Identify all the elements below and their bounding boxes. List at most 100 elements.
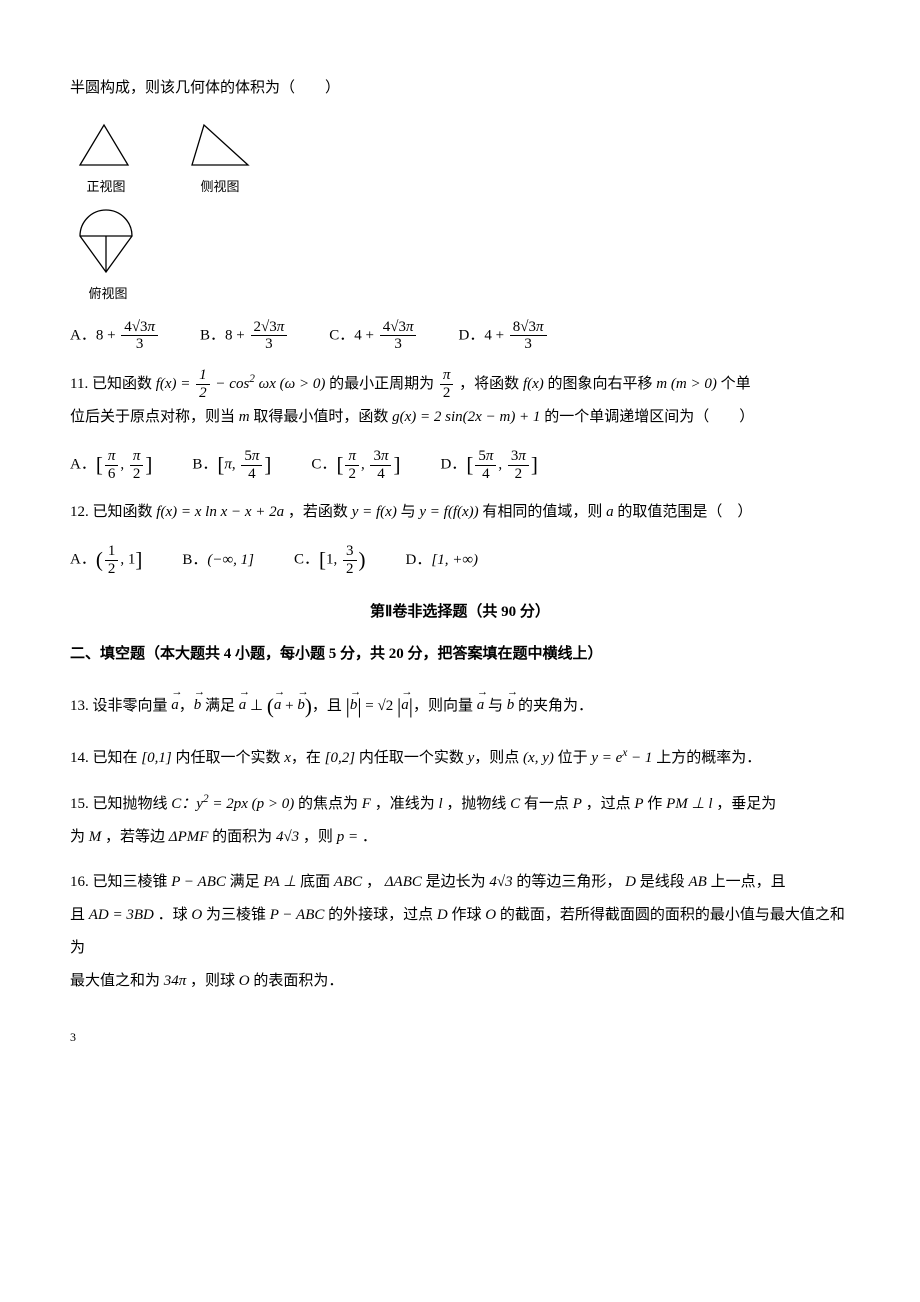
q11-m: m <box>239 409 250 425</box>
q16-abc: ABC <box>334 874 362 890</box>
q11-t4b: 个单 <box>721 376 751 392</box>
q16-t9: ．球 <box>158 907 188 923</box>
q12-a: a <box>606 504 614 520</box>
q15-M: M <box>89 829 102 845</box>
q12-t1: 12. 已知函数 <box>70 504 156 520</box>
q16-O3: O <box>239 973 250 989</box>
q16-len: 4√3 <box>489 874 512 890</box>
three-views-row: 正视图 侧视图 <box>70 117 850 198</box>
q11-fx: f(x) = 12 − cos2 ωx (ω > 0) <box>156 376 326 392</box>
q11-opt-c: C．[π2, 3π4] <box>311 448 400 482</box>
q16-ad: AD = 3BD <box>89 907 154 923</box>
side-view-block: 侧视图 <box>182 117 258 198</box>
front-triangle <box>80 125 128 165</box>
q15-t7: 作 <box>647 796 662 812</box>
q16-pab2: P − ABC <box>270 907 325 923</box>
q15-area: 4√3 <box>276 829 299 845</box>
q11-opt-b: B．[π, 5π4] <box>192 448 271 482</box>
q11-t4: 的图象向右平移 <box>548 376 653 392</box>
q11-t6: 取得最小值时，函数 <box>253 409 388 425</box>
q16-sum: 34π <box>164 973 187 989</box>
q15-p: p = <box>337 829 362 845</box>
q16-O2: O <box>485 907 496 923</box>
q10-opt-d: D．4 + 8√3π3 <box>458 319 548 353</box>
q16-ab: AB <box>689 874 707 890</box>
q12-stem: 12. 已知函数 f(x) = x ln x − x + 2a ，若函数 y =… <box>70 496 850 529</box>
q15-t1: 15. 已知抛物线 <box>70 796 168 812</box>
q16-pa: PA ⊥ <box>263 874 296 890</box>
front-view-block: 正视图 <box>70 117 142 198</box>
q16-pab: P − ABC <box>171 874 226 890</box>
q16-t5: 是边长为 <box>426 874 486 890</box>
q16-t1: 16. 已知三棱锥 <box>70 874 168 890</box>
q12-opt-b: B．(−∞, 1] <box>182 548 254 572</box>
q15: 15. 已知抛物线 C：y2 = 2px (p > 0) 的焦点为 F ，准线为… <box>70 787 850 854</box>
q15-t4: ，抛物线 <box>446 796 506 812</box>
q16-tri: ΔABC <box>385 874 422 890</box>
q16: 16. 已知三棱锥 P − ABC 满足 PA ⊥ 底面 ABC ， ΔABC … <box>70 866 850 998</box>
q11-t3: ，将函数 <box>459 376 519 392</box>
q15-t5: 有一点 <box>524 796 569 812</box>
top-view-block: 俯视图 <box>70 202 146 305</box>
q16-t15: 的表面积为． <box>253 973 343 989</box>
q16-t12: 作球 <box>451 907 481 923</box>
fill-header: 二、填空题（本大题共 4 小题，每小题 5 分，共 20 分，把答案填在题中横线… <box>70 638 850 671</box>
q15-tri: ΔPMF <box>169 829 209 845</box>
q10-opt-b: B．8 + 2√3π3 <box>200 319 289 353</box>
q11-fx2: f(x) <box>523 376 544 392</box>
q16-D: D <box>625 874 636 890</box>
side-view-svg <box>182 117 258 173</box>
front-view-label: 正视图 <box>70 177 142 198</box>
q15-C: C：y2 = 2px (p > 0) <box>171 796 294 812</box>
q15-t12: ． <box>362 829 377 845</box>
q12-y2: y = f(f(x)) <box>419 504 478 520</box>
q10-options: A．8 + 4√3π3 B．8 + 2√3π3 C．4 + 4√3π3 D．4 … <box>70 319 850 353</box>
q15-P: P <box>573 796 582 812</box>
q12-opt-a: A．(12, 1] <box>70 543 142 577</box>
q15-t11: ，则 <box>303 829 333 845</box>
q11-options: A．[π6, π2] B．[π, 5π4] C．[π2, 3π4] D．[5π4… <box>70 448 850 482</box>
q16-t11: 的外接球，过点 <box>328 907 433 923</box>
q11-opt-d: D．[5π4, 3π2] <box>440 448 537 482</box>
q15-t2: 的焦点为 <box>298 796 358 812</box>
q11-mcond: m (m > 0) <box>656 376 717 392</box>
q15-F: F <box>362 796 371 812</box>
q11-opt-a: A．[π6, π2] <box>70 448 152 482</box>
q15-t8b: 为 <box>70 829 85 845</box>
q16-D2: D <box>437 907 448 923</box>
q15-t10: 的面积为 <box>212 829 272 845</box>
q15-t6: ，过点 <box>586 796 631 812</box>
q11-t5: 位后关于原点对称，则当 <box>70 409 235 425</box>
q15-t9: ，若等边 <box>105 829 165 845</box>
section2-title: 第Ⅱ卷非选择题（共 90 分） <box>70 600 850 624</box>
q16-t13b: 最大值之和为 <box>70 973 160 989</box>
q12-t3: 与 <box>401 504 416 520</box>
q16-t4: ， <box>366 874 381 890</box>
q16-t14: ，则球 <box>190 973 235 989</box>
front-view-svg <box>70 117 142 173</box>
q11-gx: g(x) = 2 sin(2x − m) + 1 <box>392 409 540 425</box>
q11-t7: 的一个单调递增区间为（ ） <box>544 409 754 425</box>
q10-opt-a: A．8 + 4√3π3 <box>70 319 160 353</box>
q11-t1: 11. 已知函数 <box>70 376 156 392</box>
page-number: 3 <box>70 1028 850 1047</box>
q16-t2: 满足 <box>230 874 260 890</box>
q11-stem: 11. 已知函数 f(x) = 12 − cos2 ωx (ω > 0) 的最小… <box>70 367 850 435</box>
q15-C2: C <box>510 796 520 812</box>
q12-opt-c: C．[1, 32) <box>294 543 366 577</box>
q16-O: O <box>191 907 202 923</box>
q13: 13. 设非零向量 a，b 满足 a ⊥ (a + b)，且 |b| = √2 … <box>70 683 850 729</box>
q11-t2: 的最小正周期为 <box>329 376 434 392</box>
q12-t5: 的取值范围是（ ） <box>617 504 752 520</box>
q16-t3: 底面 <box>300 874 330 890</box>
q10-opt-c: C．4 + 4√3π3 <box>329 319 418 353</box>
q12-fx: f(x) = x ln x − x + 2a <box>156 504 284 520</box>
q12-options: A．(12, 1] B．(−∞, 1] C．[1, 32) D．[1, +∞) <box>70 543 850 577</box>
q11-period: π2 <box>440 367 454 401</box>
top-view-label: 俯视图 <box>70 284 146 305</box>
q16-t8: 上一点，且 <box>711 874 786 890</box>
q14: 14. 已知在 [0,1] 内任取一个实数 x，在 [0,2] 内任取一个实数 … <box>70 741 850 775</box>
q15-P2: P <box>634 796 643 812</box>
q12-t4: 有相同的值域，则 <box>482 504 602 520</box>
q16-t6: 的等边三角形， <box>516 874 621 890</box>
